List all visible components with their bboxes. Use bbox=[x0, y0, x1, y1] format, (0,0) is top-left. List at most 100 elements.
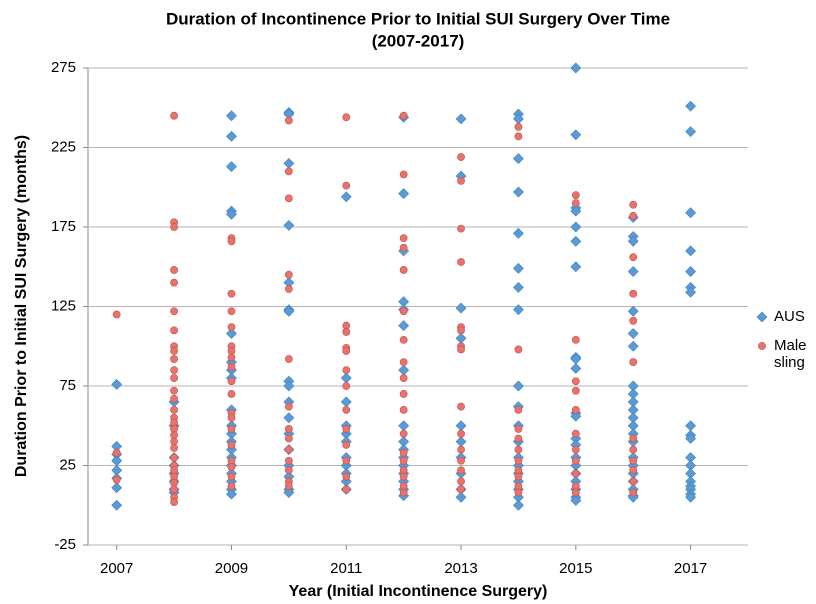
point bbox=[284, 355, 293, 363]
point bbox=[170, 355, 178, 363]
point bbox=[685, 286, 697, 298]
point bbox=[514, 405, 523, 414]
y-tick-label: 125 bbox=[51, 297, 76, 314]
point bbox=[342, 366, 351, 374]
point bbox=[112, 310, 121, 319]
point bbox=[627, 305, 639, 317]
point bbox=[455, 302, 467, 314]
legend-label: Male sling bbox=[774, 337, 807, 371]
x-tick-label: 2009 bbox=[215, 560, 248, 577]
point bbox=[514, 122, 523, 131]
point bbox=[629, 445, 638, 454]
point bbox=[399, 170, 408, 179]
point bbox=[457, 402, 465, 411]
point bbox=[457, 258, 465, 266]
point bbox=[570, 495, 582, 506]
point bbox=[284, 167, 293, 176]
point bbox=[284, 402, 293, 411]
point bbox=[112, 448, 121, 457]
point bbox=[398, 188, 410, 200]
point bbox=[570, 221, 582, 233]
point bbox=[227, 237, 236, 246]
point bbox=[629, 477, 638, 486]
point bbox=[226, 110, 237, 122]
point bbox=[226, 488, 237, 500]
point bbox=[284, 425, 293, 433]
point bbox=[399, 390, 408, 398]
point bbox=[170, 444, 178, 452]
x-tick-label: 2007 bbox=[100, 560, 133, 577]
point bbox=[627, 235, 639, 247]
point bbox=[399, 456, 408, 465]
point bbox=[571, 377, 580, 386]
point bbox=[514, 434, 523, 443]
legend: AUS Male sling bbox=[756, 308, 814, 383]
point bbox=[226, 208, 237, 220]
point bbox=[685, 245, 697, 257]
point bbox=[571, 335, 580, 344]
point bbox=[685, 491, 697, 503]
point bbox=[570, 62, 582, 74]
point bbox=[342, 347, 351, 355]
point bbox=[513, 304, 524, 316]
point bbox=[399, 307, 408, 316]
point bbox=[227, 472, 236, 481]
y-tick-label: 225 bbox=[51, 138, 76, 155]
point bbox=[570, 261, 582, 273]
point bbox=[629, 289, 638, 298]
point bbox=[170, 453, 178, 462]
y-tick-label: -25 bbox=[54, 536, 76, 553]
point bbox=[170, 498, 178, 506]
point bbox=[170, 347, 178, 355]
point bbox=[399, 234, 408, 243]
point bbox=[111, 482, 123, 494]
point bbox=[457, 176, 465, 185]
point bbox=[340, 372, 352, 384]
point bbox=[227, 440, 236, 449]
point bbox=[342, 181, 351, 190]
point bbox=[513, 499, 524, 511]
point bbox=[284, 116, 293, 125]
point bbox=[284, 285, 293, 293]
point bbox=[227, 413, 236, 422]
point bbox=[283, 219, 295, 231]
point bbox=[170, 307, 178, 316]
point bbox=[340, 396, 352, 408]
point bbox=[629, 211, 638, 220]
point bbox=[342, 485, 351, 494]
point bbox=[284, 445, 293, 454]
point bbox=[283, 305, 295, 317]
point bbox=[514, 425, 523, 433]
point bbox=[513, 153, 524, 165]
point bbox=[283, 412, 295, 424]
point bbox=[514, 472, 523, 481]
point bbox=[514, 456, 523, 465]
point bbox=[457, 224, 465, 233]
point bbox=[457, 485, 465, 494]
y-tick-label: 275 bbox=[51, 59, 76, 76]
point bbox=[457, 477, 465, 486]
point bbox=[457, 429, 465, 438]
point bbox=[629, 434, 638, 443]
point bbox=[457, 345, 465, 354]
point bbox=[170, 485, 178, 494]
point bbox=[629, 253, 638, 262]
x-tick-label: 2011 bbox=[330, 560, 362, 577]
point bbox=[455, 420, 467, 432]
y-tick-label: 175 bbox=[51, 218, 76, 235]
point bbox=[457, 456, 465, 465]
point bbox=[227, 425, 236, 433]
point bbox=[399, 111, 408, 120]
point bbox=[227, 289, 236, 298]
point bbox=[111, 499, 123, 511]
point bbox=[340, 191, 352, 203]
point bbox=[284, 482, 293, 491]
point bbox=[283, 487, 295, 498]
point bbox=[629, 200, 638, 209]
point bbox=[399, 488, 408, 497]
y-tick-label: 25 bbox=[59, 456, 76, 473]
point bbox=[457, 326, 465, 335]
point bbox=[170, 326, 178, 335]
